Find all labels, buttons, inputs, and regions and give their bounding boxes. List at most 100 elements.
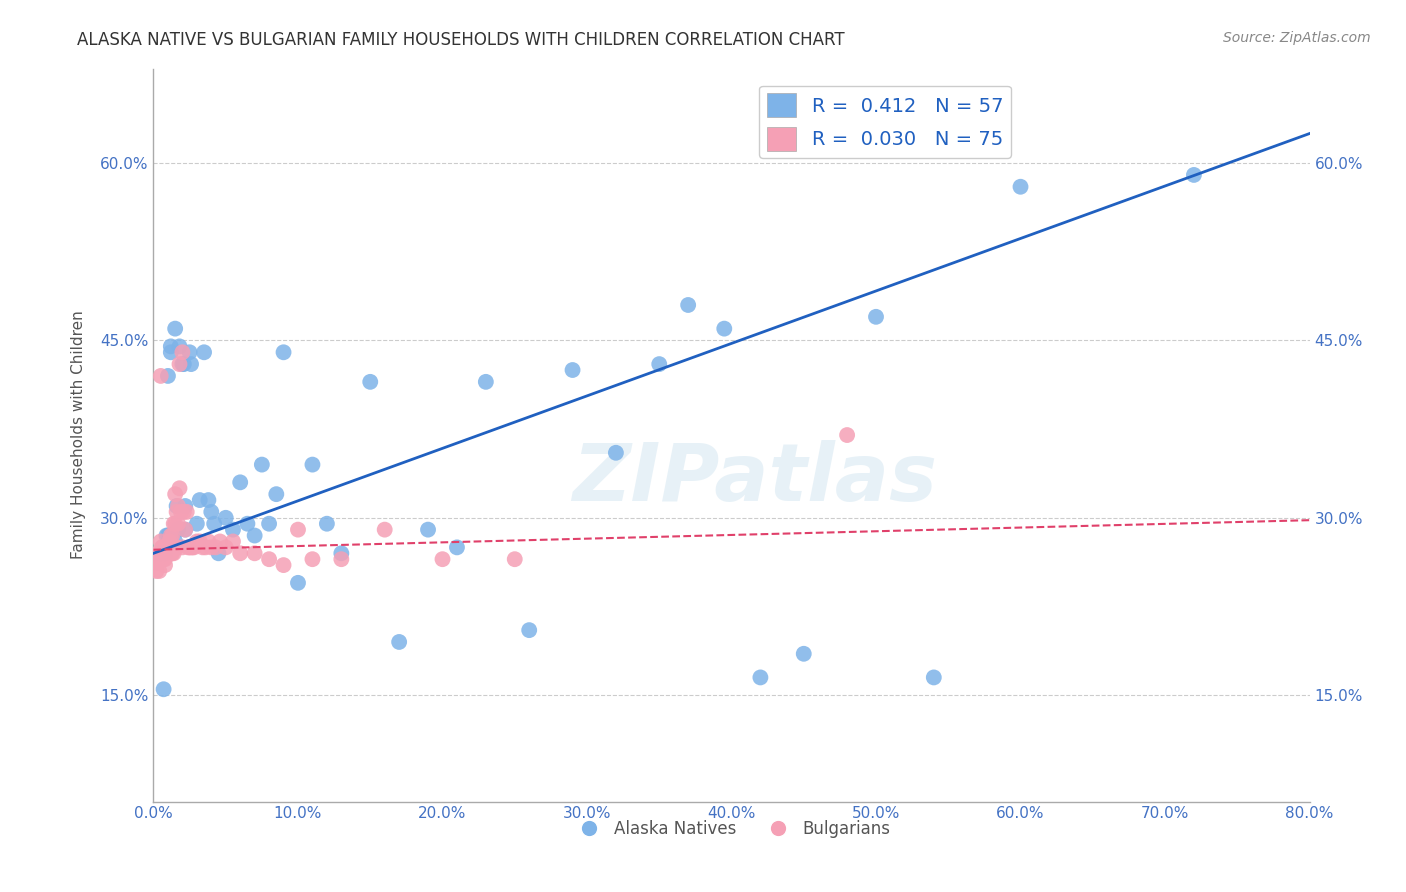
Point — [149, 546, 172, 560]
Point — [446, 541, 468, 555]
Point — [388, 635, 411, 649]
Point — [330, 552, 353, 566]
Text: ALASKA NATIVE VS BULGARIAN FAMILY HOUSEHOLDS WITH CHILDREN CORRELATION CHART: ALASKA NATIVE VS BULGARIAN FAMILY HOUSEH… — [77, 31, 845, 49]
Point — [208, 534, 231, 549]
Point — [1010, 179, 1032, 194]
Point — [432, 552, 454, 566]
Point — [172, 357, 194, 371]
Point — [197, 534, 219, 549]
Point — [167, 523, 190, 537]
Point — [149, 546, 172, 560]
Point — [146, 552, 169, 566]
Point — [215, 541, 238, 555]
Point — [865, 310, 887, 324]
Point — [475, 375, 498, 389]
Point — [167, 516, 190, 531]
Point — [167, 499, 190, 513]
Point — [157, 541, 180, 555]
Point — [200, 505, 222, 519]
Point — [166, 541, 188, 555]
Y-axis label: Family Households with Children: Family Households with Children — [72, 310, 86, 559]
Point — [517, 623, 540, 637]
Point — [229, 475, 252, 490]
Point — [165, 534, 187, 549]
Point — [162, 546, 184, 560]
Point — [416, 523, 439, 537]
Point — [150, 541, 173, 555]
Point — [215, 511, 238, 525]
Point — [243, 528, 266, 542]
Point — [287, 523, 309, 537]
Point — [169, 339, 191, 353]
Point — [793, 647, 815, 661]
Point — [191, 541, 214, 555]
Point — [173, 357, 195, 371]
Point — [160, 345, 183, 359]
Point — [193, 345, 215, 359]
Point — [172, 541, 194, 555]
Point — [152, 682, 174, 697]
Point — [160, 528, 183, 542]
Point — [207, 546, 229, 560]
Point — [169, 357, 191, 371]
Point — [200, 541, 222, 555]
Point — [173, 505, 195, 519]
Point — [273, 558, 295, 573]
Point — [149, 368, 172, 383]
Point — [166, 505, 188, 519]
Legend: Alaska Natives, Bulgarians: Alaska Natives, Bulgarians — [565, 814, 897, 845]
Point — [315, 516, 337, 531]
Point — [145, 552, 167, 566]
Point — [176, 505, 198, 519]
Point — [179, 541, 201, 555]
Point — [186, 534, 208, 549]
Point — [156, 368, 179, 383]
Point — [257, 516, 280, 531]
Point — [157, 534, 180, 549]
Point — [180, 541, 202, 555]
Point — [146, 556, 169, 570]
Point — [250, 458, 273, 472]
Point — [922, 670, 945, 684]
Point — [330, 546, 353, 560]
Point — [149, 534, 172, 549]
Point — [156, 528, 179, 542]
Point — [153, 546, 176, 560]
Point — [257, 552, 280, 566]
Point — [301, 552, 323, 566]
Point — [749, 670, 772, 684]
Point — [301, 458, 323, 472]
Point — [172, 345, 194, 359]
Point — [155, 541, 177, 555]
Point — [174, 523, 197, 537]
Point — [266, 487, 288, 501]
Point — [243, 546, 266, 560]
Point — [676, 298, 699, 312]
Point — [162, 528, 184, 542]
Point — [156, 541, 179, 555]
Point — [155, 541, 177, 555]
Point — [194, 541, 217, 555]
Point — [188, 493, 211, 508]
Text: Source: ZipAtlas.com: Source: ZipAtlas.com — [1223, 31, 1371, 45]
Point — [503, 552, 526, 566]
Point — [146, 546, 169, 560]
Point — [229, 546, 252, 560]
Point — [181, 541, 204, 555]
Point — [287, 575, 309, 590]
Point — [835, 428, 858, 442]
Point — [605, 446, 627, 460]
Point — [183, 541, 205, 555]
Point — [155, 528, 177, 542]
Point — [188, 534, 211, 549]
Point — [197, 493, 219, 508]
Point — [170, 505, 193, 519]
Point — [359, 375, 381, 389]
Point — [180, 357, 202, 371]
Point — [160, 541, 183, 555]
Text: ZIPatlas: ZIPatlas — [572, 440, 938, 518]
Point — [152, 546, 174, 560]
Point — [165, 487, 187, 501]
Point — [222, 523, 245, 537]
Point — [148, 546, 170, 560]
